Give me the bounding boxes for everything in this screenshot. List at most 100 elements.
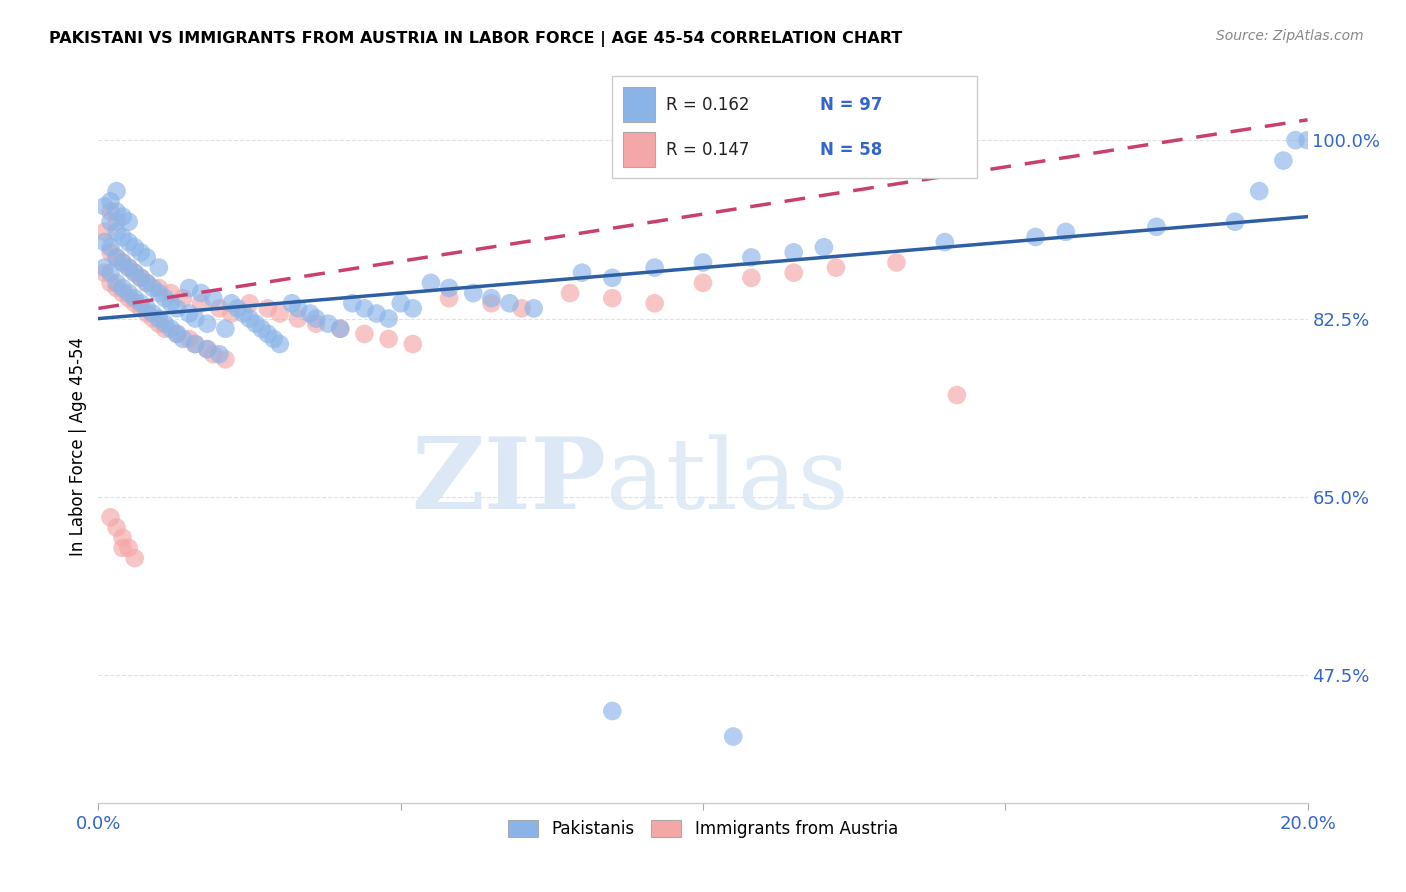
Point — [353, 301, 375, 316]
Point — [100, 240, 122, 254]
Point — [329, 322, 352, 336]
Point — [111, 255, 134, 269]
Point — [1024, 230, 1046, 244]
Point — [124, 266, 146, 280]
Point — [226, 301, 249, 316]
Point — [135, 251, 157, 265]
Point — [202, 291, 225, 305]
Point — [208, 301, 231, 316]
Point — [1284, 133, 1306, 147]
Point — [148, 260, 170, 275]
Point — [245, 317, 267, 331]
Point — [105, 204, 128, 219]
Point — [148, 311, 170, 326]
Point — [602, 704, 624, 718]
Point — [160, 296, 183, 310]
Point — [723, 730, 745, 744]
Point — [263, 332, 285, 346]
Point — [342, 296, 364, 310]
Point — [437, 291, 460, 305]
Point — [118, 286, 141, 301]
Point — [166, 326, 188, 341]
Text: R = 0.147: R = 0.147 — [666, 141, 749, 159]
Point — [179, 332, 201, 346]
Point — [813, 240, 835, 254]
Point — [148, 286, 170, 301]
Point — [825, 260, 848, 275]
Point — [172, 291, 194, 305]
Point — [329, 322, 352, 336]
Point — [184, 337, 207, 351]
Bar — [623, 87, 655, 122]
Point — [105, 184, 128, 198]
Text: ZIP: ZIP — [412, 434, 606, 530]
Point — [305, 317, 328, 331]
Point — [105, 225, 128, 239]
Point — [740, 270, 762, 285]
Point — [353, 326, 375, 341]
Point — [142, 281, 165, 295]
Point — [463, 286, 485, 301]
Point — [250, 322, 273, 336]
Point — [160, 322, 183, 336]
Point — [184, 337, 207, 351]
Point — [1144, 219, 1167, 234]
Point — [886, 255, 908, 269]
Point — [692, 255, 714, 269]
Point — [93, 199, 115, 213]
Point — [105, 251, 128, 265]
Point — [111, 230, 134, 244]
Point — [118, 291, 141, 305]
Point — [692, 276, 714, 290]
Point — [602, 270, 624, 285]
Point — [100, 245, 122, 260]
Point — [1223, 215, 1246, 229]
Point — [124, 240, 146, 254]
Point — [1296, 133, 1319, 147]
Legend: Pakistanis, Immigrants from Austria: Pakistanis, Immigrants from Austria — [502, 813, 904, 845]
Point — [111, 210, 134, 224]
Bar — [623, 132, 655, 167]
Point — [269, 337, 291, 351]
Point — [111, 281, 134, 295]
Point — [148, 317, 170, 331]
Point — [644, 260, 666, 275]
Point — [100, 194, 122, 209]
Point — [111, 541, 134, 555]
Text: Source: ZipAtlas.com: Source: ZipAtlas.com — [1216, 29, 1364, 43]
Text: N = 97: N = 97 — [820, 95, 883, 113]
Point — [299, 306, 322, 320]
Point — [740, 251, 762, 265]
Point — [148, 281, 170, 295]
Point — [135, 276, 157, 290]
Point — [124, 296, 146, 310]
Point — [214, 352, 236, 367]
Point — [1272, 153, 1295, 168]
Point — [135, 276, 157, 290]
Point — [214, 322, 236, 336]
Point — [124, 291, 146, 305]
Point — [100, 215, 122, 229]
Point — [287, 301, 309, 316]
Point — [93, 225, 115, 239]
Point — [153, 317, 176, 331]
Point — [437, 281, 460, 295]
Point — [93, 266, 115, 280]
Point — [202, 347, 225, 361]
Text: atlas: atlas — [606, 434, 849, 530]
Point — [498, 296, 520, 310]
Point — [190, 286, 212, 301]
Point — [195, 342, 218, 356]
Point — [402, 301, 425, 316]
Point — [129, 296, 152, 310]
Point — [946, 388, 969, 402]
Point — [256, 301, 278, 316]
Point — [111, 255, 134, 269]
Point — [118, 235, 141, 249]
Point — [142, 311, 165, 326]
Point — [523, 301, 546, 316]
Point — [377, 311, 399, 326]
Point — [287, 311, 309, 326]
Point — [481, 296, 503, 310]
Text: N = 58: N = 58 — [820, 141, 882, 159]
